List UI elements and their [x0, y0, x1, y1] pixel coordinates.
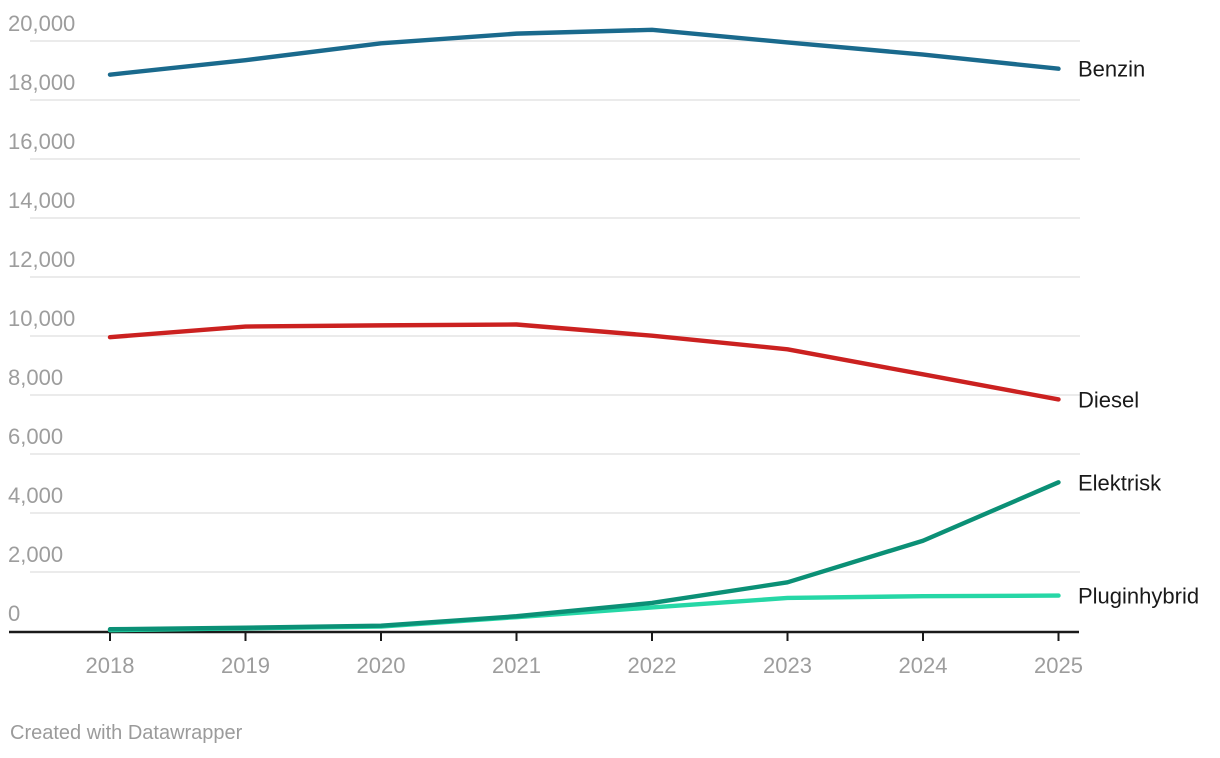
- series-label-benzin: Benzin: [1078, 57, 1145, 82]
- line-chart: 0 2,000 4,000 6,000 8,000 10,000 12,000 14,000 1…: [8, 11, 1199, 678]
- y-tick-label: 12,000: [8, 247, 75, 272]
- y-tick-label: 6,000: [8, 424, 63, 449]
- y-tick-label: 10,000: [8, 306, 75, 331]
- y-tick-label: 20,000: [8, 11, 75, 36]
- series-label-pluginhybrid: Pluginhybrid: [1078, 584, 1199, 609]
- x-tick-label: 2022: [628, 653, 677, 678]
- y-tick-label: 8,000: [8, 365, 63, 390]
- y-tick-label: 18,000: [8, 70, 75, 95]
- x-tick-label: 2024: [899, 653, 948, 678]
- y-tick-label: 16,000: [8, 129, 75, 154]
- y-tick-label: 2,000: [8, 542, 63, 567]
- y-tick-label: 14,000: [8, 188, 75, 213]
- x-tick-label: 2023: [763, 653, 812, 678]
- x-tick-label: 2018: [86, 653, 135, 678]
- x-tick-label: 2021: [492, 653, 541, 678]
- series-label-elektrisk: Elektrisk: [1078, 470, 1162, 495]
- y-tick-label: 4,000: [8, 483, 63, 508]
- x-tick-label: 2020: [357, 653, 406, 678]
- series-line-pluginhybrid[interactable]: [107, 593, 1061, 633]
- series-line-benzin[interactable]: [107, 27, 1061, 77]
- y-tick-label: 0: [8, 601, 20, 626]
- datawrapper-credit: Created with Datawrapper: [10, 722, 243, 744]
- x-tick-label: 2025: [1034, 653, 1083, 678]
- x-tick-label: 2019: [221, 653, 270, 678]
- series-label-diesel: Diesel: [1078, 387, 1139, 412]
- series-line-diesel[interactable]: [107, 322, 1061, 402]
- series-line-elektrisk[interactable]: [107, 480, 1061, 632]
